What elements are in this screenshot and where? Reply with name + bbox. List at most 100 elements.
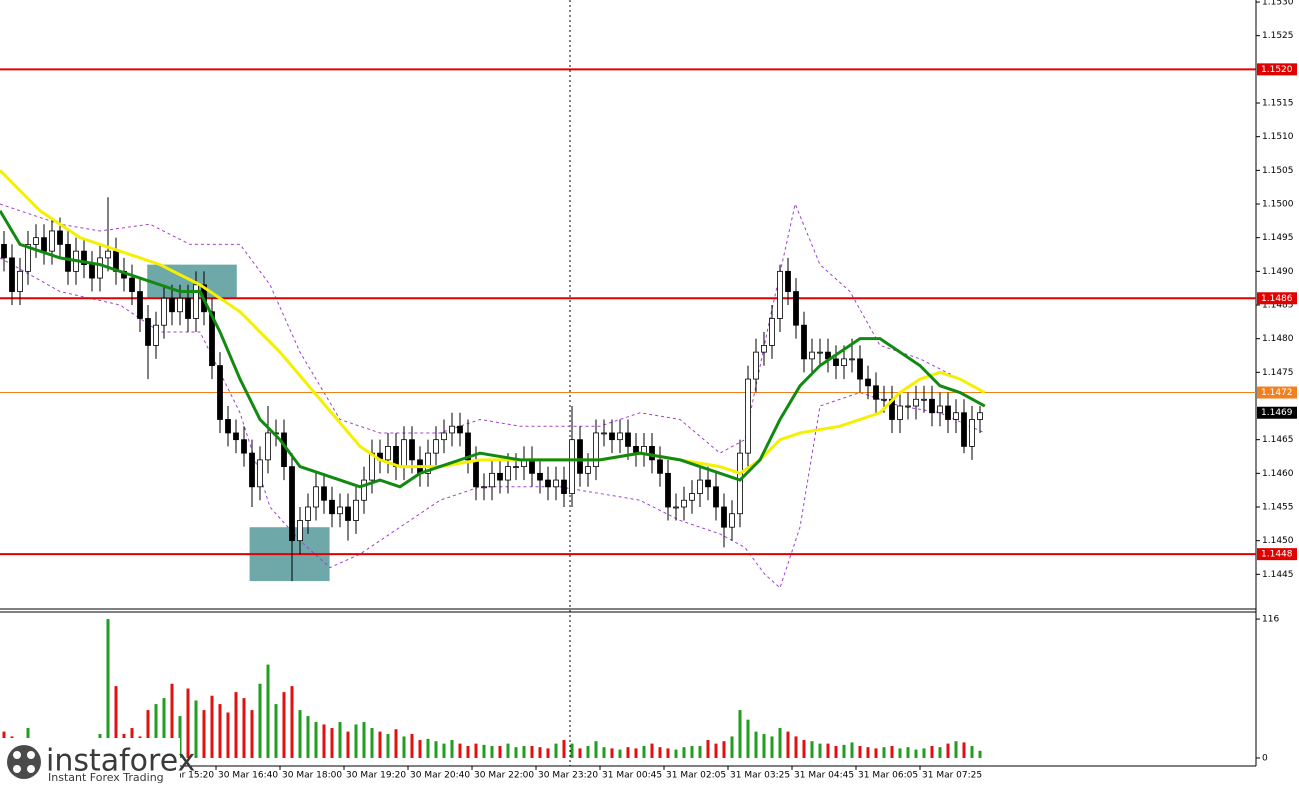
volume-bar [562,740,566,758]
volume-bar [746,719,750,758]
volume-bar [250,710,254,758]
candle-body [161,297,167,326]
volume-bar [706,740,710,758]
volume-bar [410,734,414,758]
candle-body [361,479,367,501]
y-tick-label: 1.1515 [1262,99,1294,109]
x-tick-label: 30 Mar 20:40 [410,771,470,781]
logo: instaforex Instant Forex Trading [0,738,195,786]
price-tag-label: 1.1486 [1261,294,1293,304]
candle-body [353,499,359,521]
candle-body [561,479,567,494]
volume-bar [482,744,486,758]
volume-bar [178,716,182,758]
candle-body [873,385,879,400]
candle-body [177,297,183,313]
candle-body [433,439,439,454]
candle-body [265,432,271,461]
volume-bar [362,722,366,758]
y-tick-label: 1.1455 [1262,503,1294,513]
x-tick-label: 31 Mar 02:05 [666,771,726,781]
candle-body [617,432,623,441]
volume-bar [194,700,198,758]
volume-bar [506,743,510,758]
logo-icon [7,745,41,779]
moving-average [0,209,986,489]
candle-body [97,257,103,279]
x-tick-label: 30 Mar 15:20 [154,771,214,781]
volume-bar [386,734,390,758]
volume-bar [698,746,702,758]
candle-body [49,230,55,252]
candle-body [713,486,719,508]
candle-body [425,452,431,474]
y-tick-label: 1.1490 [1262,267,1294,277]
volume-bar [170,683,174,758]
volume-bar [770,736,774,758]
candle-body [409,439,415,461]
volume-bar [890,746,894,758]
volume-bar [930,746,934,758]
candle-body [185,297,191,319]
volume-bar [346,731,350,758]
volume-bar [618,749,622,758]
y-tick-label: 1.1500 [1262,200,1294,210]
x-tick-label: 31 Mar 04:45 [794,771,854,781]
candle-body [761,345,767,353]
volume-bar [426,738,430,758]
price-tag-label: 1.1472 [1261,388,1293,398]
candle-body [505,466,511,481]
candle-body [953,412,959,420]
y-tick-label: 1.1480 [1262,334,1294,344]
candle-body [329,499,335,515]
volume-bar [602,747,606,758]
volume-bar [298,710,302,758]
volume-bar [378,731,382,758]
logo-icon [27,751,35,759]
logo-icon [13,751,21,759]
candle-body [145,318,151,346]
volume-bar [858,746,862,758]
volume-bar [394,729,398,758]
candle-body [745,378,751,454]
x-tick-label: 30 Mar 22:00 [474,771,534,781]
x-tick-label: 30 Mar 18:00 [282,771,342,781]
volume-bar [210,695,214,758]
last-price-tag [1257,406,1297,419]
candle-body [849,358,855,361]
y-tick-label: 1.1495 [1262,233,1294,243]
volume-tick-label: 116 [1262,615,1279,625]
volume-bar [338,722,342,758]
volume-bar [818,743,822,758]
candle-body [673,506,679,509]
volume-bar [514,747,518,758]
candle-body [753,351,759,380]
candle-body [697,479,703,494]
candle-body [769,318,775,346]
candle-body [1,244,7,259]
x-tick-label: 30 Mar 23:20 [538,771,598,781]
x-tick-label: 31 Mar 07:25 [922,771,982,781]
volume-bar [658,747,662,758]
volume-bar [978,750,982,758]
candle-body [385,446,391,461]
x-tick-label: 30 Mar 16:40 [218,771,278,781]
y-tick-label: 1.1450 [1262,536,1294,546]
volume-bar [498,746,502,758]
band [0,202,986,454]
y-tick-label: 1.1525 [1262,31,1294,41]
volume-bar [690,746,694,758]
volume-bar [834,746,838,758]
candle-body [945,405,951,420]
y-tick-label: 1.1465 [1262,435,1294,445]
volume-bar [154,704,158,758]
volume-bar [842,744,846,758]
candle-body [729,513,735,528]
volume-bar [674,749,678,758]
candle-body [705,479,711,488]
volume-bar [794,736,798,758]
candle-body [937,405,943,414]
y-tick-label: 1.1510 [1262,132,1294,142]
logo-icon [27,765,35,773]
